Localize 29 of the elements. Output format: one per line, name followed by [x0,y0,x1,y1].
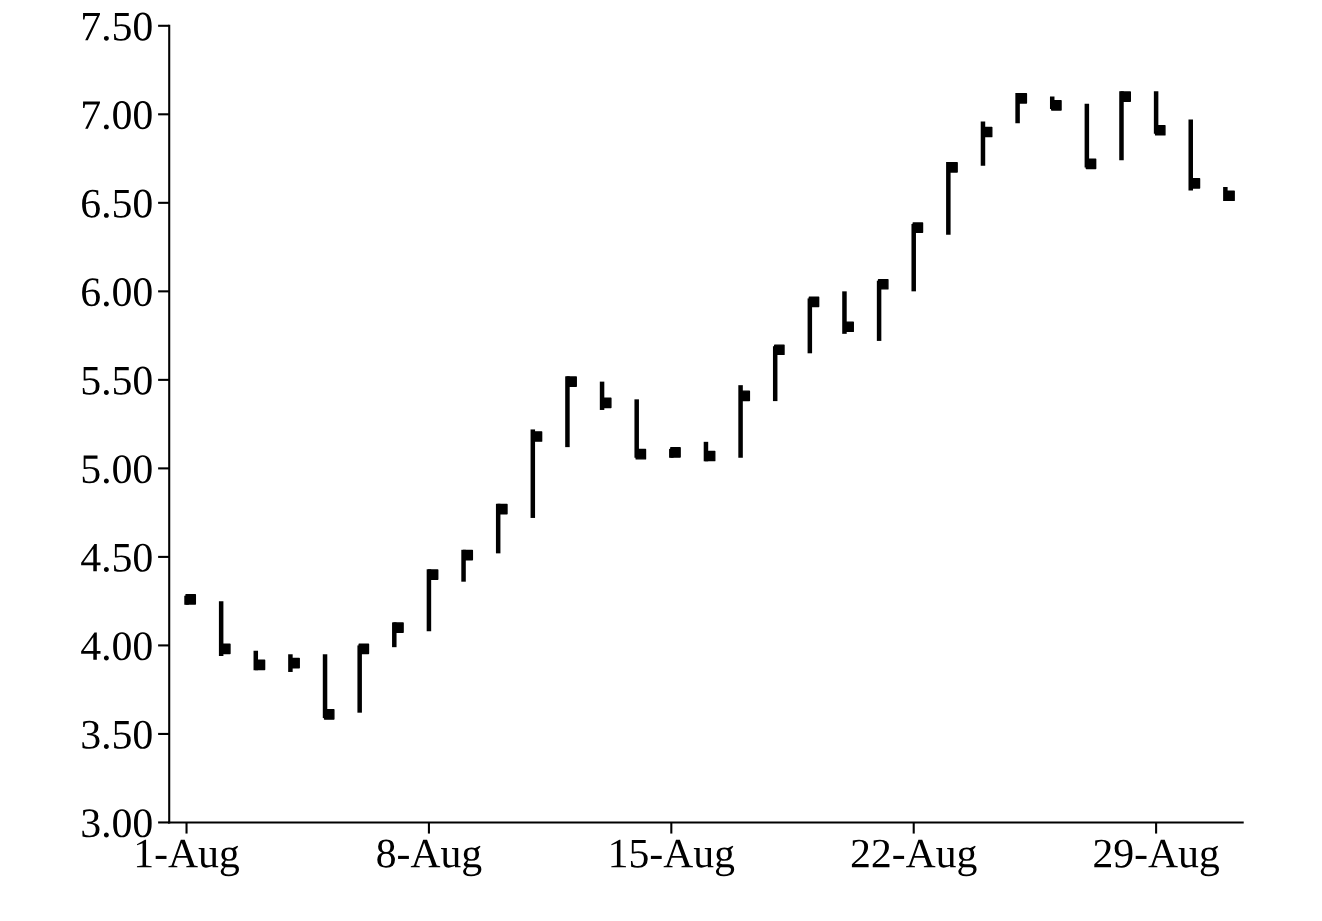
point [912,222,924,233]
point [462,549,474,561]
y-tick-label: 5.50 [82,366,152,395]
y-tick-label: 4.00 [81,632,152,661]
x-tick-label: 8-Aug [377,839,482,877]
point [1120,91,1131,102]
y-tick-label: 5.00 [82,455,152,484]
y-tick-label: 6.00 [82,278,152,307]
y-tick-label: 4.50 [81,543,152,572]
y-tick-label: 3.50 [82,720,152,749]
point [1154,124,1166,136]
x-tick-label: 29-Aug [1094,839,1219,877]
point [774,344,785,356]
point [323,709,335,720]
point [566,376,577,387]
x-tick-label: 22-Aug [851,839,977,877]
y-tick-label: 6.50 [82,189,152,218]
x-tick-label: 15-Aug [611,839,735,877]
point [393,622,404,634]
point [427,569,439,580]
y-tick-label: 7.50 [83,12,152,41]
point [877,278,889,290]
point [496,503,508,515]
point [635,448,647,460]
point [1051,100,1062,111]
point [358,643,370,655]
x-tick-label: 1-Aug [136,839,239,877]
y-tick-label: 7.00 [83,101,152,130]
y-tick-label: 3.00 [82,809,152,838]
